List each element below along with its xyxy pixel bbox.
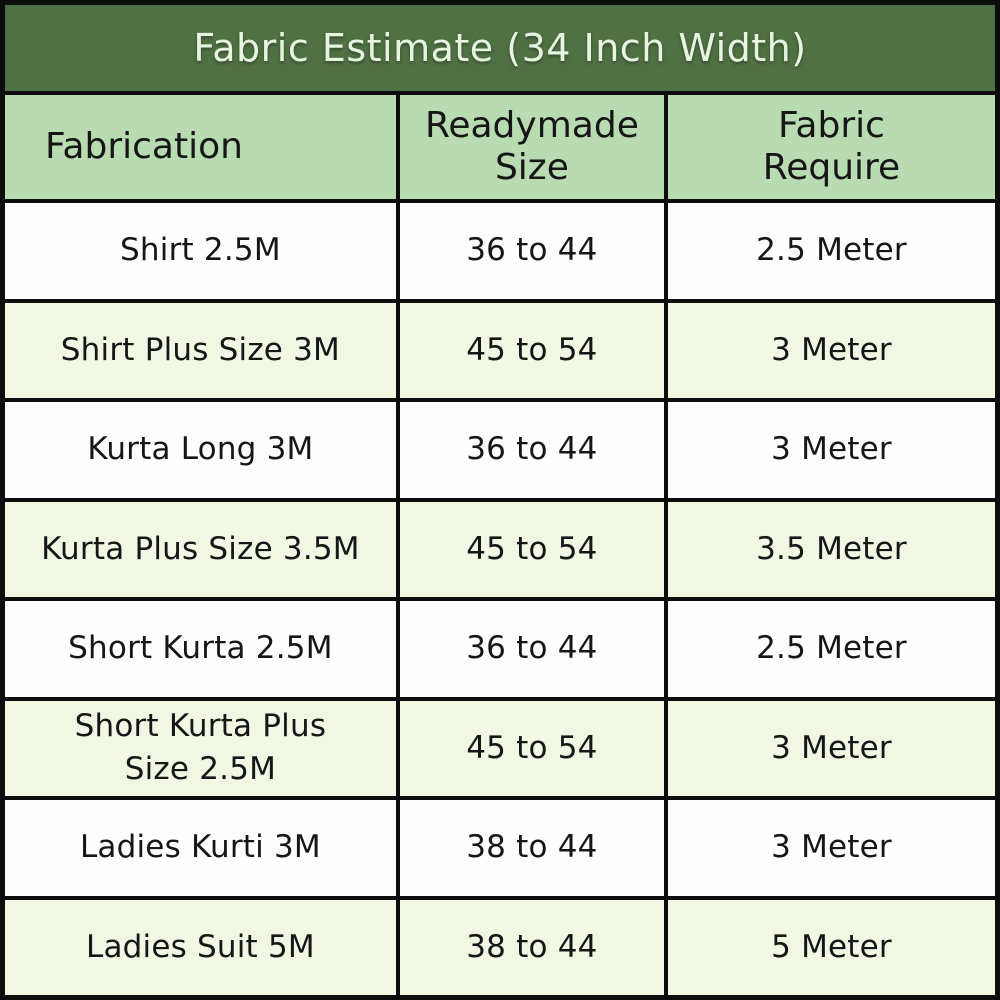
column-header-readymade-size: Readymade Size [399,95,664,199]
column-header-fabrication: Fabrication [5,95,396,199]
cell-readymade-size: 36 to 44 [399,203,664,299]
cell-fabrication: Short Kurta 2.5M [5,601,396,697]
column-header-label: Fabrication [45,125,243,167]
cell-fabrication: Ladies Suit 5M [5,899,396,995]
cell-readymade-size: 36 to 44 [399,402,664,498]
cell-fabric-require: 2.5 Meter [667,601,995,697]
cell-fabric-require: 3.5 Meter [667,501,995,597]
cell-readymade-size: 38 to 44 [399,800,664,896]
column-header-fabric-require: Fabric Require [667,95,995,199]
cell-readymade-size: 36 to 44 [399,601,664,697]
cell-fabric-require: 3 Meter [667,800,995,896]
cell-fabrication: Kurta Long 3M [5,402,396,498]
column-header-label: Readymade Size [424,104,639,188]
cell-readymade-size: 45 to 54 [399,501,664,597]
cell-fabrication: Short Kurta Plus Size 2.5M [5,700,396,796]
cell-fabric-require: 5 Meter [667,899,995,995]
cell-fabric-require: 3 Meter [667,302,995,398]
cell-readymade-size: 45 to 54 [399,302,664,398]
cell-readymade-size: 38 to 44 [399,899,664,995]
cell-fabric-require: 3 Meter [667,402,995,498]
cell-fabric-require: 3 Meter [667,700,995,796]
cell-fabrication: Shirt 2.5M [5,203,396,299]
cell-readymade-size: 45 to 54 [399,700,664,796]
cell-fabric-require: 2.5 Meter [667,203,995,299]
table-title: Fabric Estimate (34 Inch Width) [5,5,995,91]
cell-fabrication: Ladies Kurti 3M [5,800,396,896]
cell-fabrication: Shirt Plus Size 3M [5,302,396,398]
cell-fabrication: Kurta Plus Size 3.5M [5,501,396,597]
column-header-label: Fabric Require [762,104,901,188]
